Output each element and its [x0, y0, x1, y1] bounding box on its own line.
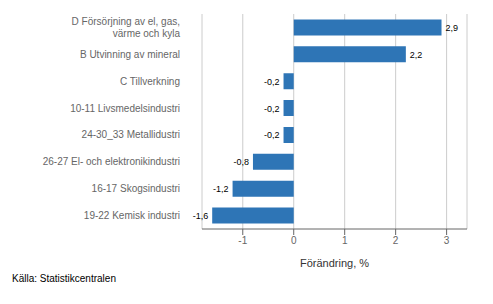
- svg-text:19-22 Kemisk industri: 19-22 Kemisk industri: [84, 210, 180, 221]
- svg-text:-0,2: -0,2: [264, 104, 280, 114]
- svg-text:-0,2: -0,2: [264, 77, 280, 87]
- svg-text:B Utvinning av mineral: B Utvinning av mineral: [80, 49, 180, 60]
- svg-text:-0,2: -0,2: [264, 130, 280, 140]
- svg-text:-1,2: -1,2: [213, 184, 229, 194]
- svg-text:-0,8: -0,8: [233, 157, 249, 167]
- html-text:Källa: Statistikcentralen: Källa: Statistikcentralen: [12, 273, 116, 284]
- svg-text:D Försörjning av el, gas,värme: D Försörjning av el, gas,värme och kyla: [72, 16, 181, 39]
- svg-text:2: 2: [393, 235, 399, 246]
- svg-text:16-17 Skogsindustri: 16-17 Skogsindustri: [92, 183, 180, 194]
- svg-text:C Tillverkning: C Tillverkning: [120, 76, 180, 87]
- svg-text:-1: -1: [238, 235, 247, 246]
- svg-text:-1,6: -1,6: [193, 211, 209, 221]
- svg-text:3: 3: [444, 235, 450, 246]
- svg-text:2,9: 2,9: [446, 23, 459, 33]
- svg-text:1: 1: [342, 235, 348, 246]
- svg-text:Förändring, %: Förändring, %: [300, 257, 369, 269]
- svg-text:24-30_33 Metallidustri: 24-30_33 Metallidustri: [82, 129, 180, 140]
- svg-text:0: 0: [291, 235, 297, 246]
- svg-text:10-11 Livsmedelsindustri: 10-11 Livsmedelsindustri: [70, 103, 180, 114]
- svg-text:2,2: 2,2: [410, 50, 423, 60]
- svg-text:26-27 El- och elektronikindust: 26-27 El- och elektronikindustri: [43, 156, 180, 167]
